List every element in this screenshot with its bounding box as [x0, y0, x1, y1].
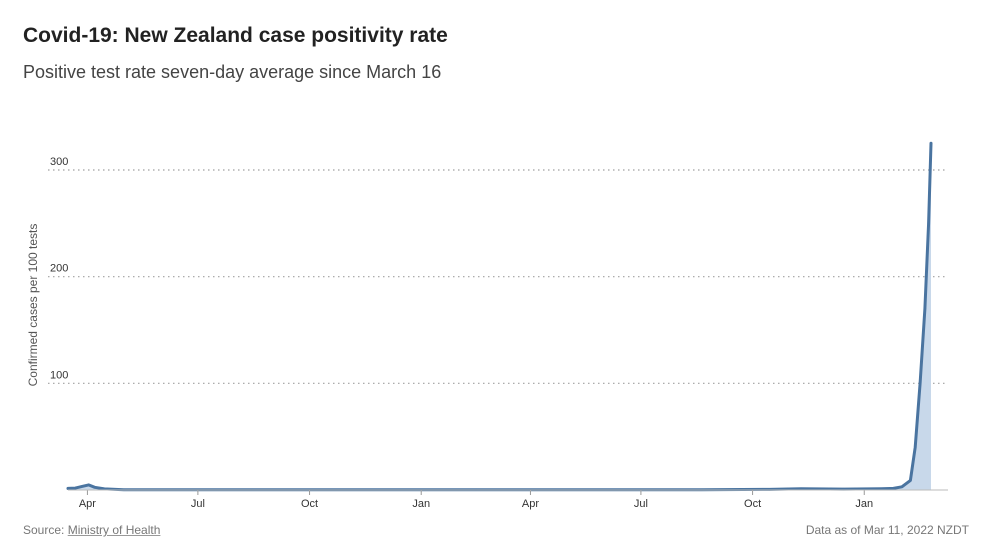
y-tick-label: 100	[50, 369, 68, 381]
source-link[interactable]: Ministry of Health	[67, 523, 161, 537]
data-point	[93, 486, 96, 489]
x-tick-label: Jul	[191, 498, 205, 510]
source-label: Source:	[23, 523, 65, 537]
data-point	[914, 446, 917, 449]
x-tick-label: Oct	[301, 498, 318, 510]
chart-title: Covid-19: New Zealand case positivity ra…	[23, 24, 448, 47]
data-point	[929, 142, 933, 145]
data-point	[103, 487, 106, 491]
data-point	[900, 485, 904, 488]
source-note: Source: Ministry of Health	[23, 523, 160, 537]
data-point	[74, 486, 77, 490]
series-area	[68, 143, 931, 491]
x-tick-label: Oct	[744, 498, 761, 510]
chart-subtitle: Positive test rate seven-day average sin…	[23, 62, 442, 82]
line-layer	[66, 141, 933, 492]
axis-layer: 100 200 300 Confirmed cases per 100 tests Ap…	[26, 156, 948, 510]
x-tick-label: Apr	[79, 498, 96, 510]
y-axis-label: Confirmed cases per 100 tests	[26, 224, 40, 387]
data-point	[799, 487, 803, 490]
y-tick-label: 300	[50, 156, 68, 168]
series-line	[66, 141, 933, 492]
data-point	[880, 487, 883, 490]
data-point	[918, 382, 922, 385]
x-tick-label: Jan	[855, 498, 873, 510]
area-layer	[68, 143, 931, 491]
x-tick-label: Jul	[634, 498, 648, 510]
data-point	[81, 485, 84, 488]
data-point	[87, 483, 90, 487]
x-tick-label: Apr	[522, 498, 539, 510]
data-as-of: Data as of Mar 11, 2022 NZDT	[805, 523, 969, 537]
data-point	[923, 307, 927, 310]
data-point	[909, 479, 912, 482]
data-point	[927, 222, 930, 225]
y-tick-label: 200	[50, 263, 68, 275]
grid-layer	[48, 169, 948, 384]
data-point	[892, 487, 895, 490]
data-point	[66, 487, 70, 490]
x-tick-label: Jan	[412, 498, 430, 510]
